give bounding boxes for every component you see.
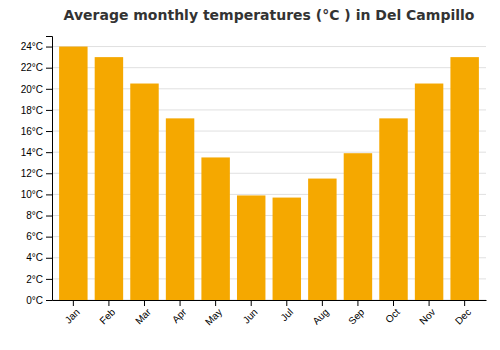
- y-axis: 0°C 2°C 4°C 6°C 8°C 10°C 12°C 14°C 16°C 18°C 20°C 2…: [21, 37, 53, 306]
- y-tick-mark: [46, 152, 52, 153]
- x-tick-mark: [464, 300, 465, 306]
- x-tick: May: [203, 300, 224, 328]
- x-tick: Oct: [383, 300, 402, 325]
- bar: [415, 84, 443, 300]
- y-tick-label: 20°C: [21, 84, 43, 95]
- bar: [379, 118, 407, 300]
- y-tick-label: 8°C: [26, 210, 43, 221]
- y-tick: 22°C: [21, 62, 52, 73]
- x-tick: Apr: [170, 300, 189, 325]
- x-tick-mark: [286, 300, 287, 306]
- x-tick: Nov: [417, 300, 437, 327]
- x-tick-mark: [108, 300, 109, 306]
- y-tick-label: 12°C: [21, 168, 43, 179]
- bar: [59, 47, 87, 300]
- x-tick: Mar: [133, 300, 153, 326]
- x-axis: Jan Feb Mar Apr May Jun Jul Aug Sep Oct Nov Dec: [53, 300, 487, 328]
- y-tick: 2°C: [26, 274, 52, 285]
- x-tick-label: Aug: [310, 306, 330, 326]
- y-tick-mark: [46, 131, 52, 132]
- x-axis-line: [53, 300, 487, 301]
- y-tick-label: 6°C: [26, 231, 43, 242]
- y-tick: 18°C: [21, 105, 52, 116]
- x-tick-label: Sep: [346, 306, 367, 327]
- y-tick-mark: [46, 47, 52, 48]
- y-tick-mark: [46, 89, 52, 90]
- y-tick-label: 2°C: [26, 274, 43, 285]
- title: Average monthly temperatures (°C ) in De…: [64, 7, 475, 23]
- plot: 0°C 2°C 4°C 6°C 8°C 10°C 12°C 14°C 16°C 18°C 20°C 2…: [21, 37, 487, 328]
- y-tick: 16°C: [21, 126, 52, 137]
- y-tick-mark: [46, 110, 52, 111]
- x-tick-label: Mar: [133, 306, 153, 326]
- y-tick: 14°C: [21, 147, 52, 158]
- bar: [344, 153, 372, 300]
- x-tick: Sep: [346, 300, 367, 327]
- bar: [130, 84, 158, 300]
- y-tick-label: 0°C: [26, 295, 43, 306]
- x-tick: Jun: [241, 300, 260, 326]
- y-tick-label: 18°C: [21, 105, 43, 116]
- x-tick-mark: [215, 300, 216, 306]
- x-tick-mark: [73, 300, 74, 306]
- bar: [237, 195, 265, 300]
- x-tick: Dec: [453, 300, 473, 327]
- x-tick-label: Feb: [97, 306, 117, 326]
- bar: [273, 198, 301, 300]
- y-tick-label: 22°C: [21, 62, 43, 73]
- x-tick-mark: [393, 300, 394, 306]
- x-tick-label: Jan: [63, 306, 82, 325]
- x-tick-label: Nov: [417, 306, 437, 326]
- x-tick-label: Oct: [383, 306, 402, 325]
- y-tick: 4°C: [26, 252, 52, 263]
- bar: [308, 179, 336, 300]
- x-tick-mark: [144, 300, 145, 306]
- x-tick: Feb: [97, 300, 117, 326]
- x-tick-label: May: [203, 306, 224, 327]
- x-tick: Jan: [63, 300, 82, 326]
- x-tick-mark: [322, 300, 323, 306]
- y-tick-label: 10°C: [21, 189, 43, 200]
- y-tick-mark: [46, 300, 52, 301]
- bars: [59, 47, 479, 300]
- y-tick: 20°C: [21, 84, 52, 95]
- x-tick-label: Apr: [170, 306, 189, 325]
- chart: 0°C 2°C 4°C 6°C 8°C 10°C 12°C 14°C 16°C 18°C 20°C 2…: [0, 0, 500, 350]
- x-tick: Jul: [278, 300, 295, 323]
- x-tick-mark: [251, 300, 252, 306]
- x-tick-mark: [429, 300, 430, 306]
- y-tick-mark: [46, 258, 52, 259]
- bar: [201, 157, 229, 300]
- x-tick-label: Dec: [453, 306, 473, 326]
- x-tick: Aug: [310, 300, 330, 327]
- grid: [52, 47, 486, 300]
- y-tick-label: 4°C: [26, 252, 43, 263]
- x-tick-label: Jul: [278, 306, 295, 323]
- x-tick-mark: [357, 300, 358, 306]
- y-tick-mark: [46, 173, 52, 174]
- y-tick-mark: [46, 68, 52, 69]
- y-tick-mark: [46, 194, 52, 195]
- bar: [95, 57, 123, 300]
- y-tick-mark: [46, 279, 52, 280]
- x-tick-label: Jun: [241, 306, 260, 325]
- grid-line: [52, 46, 486, 47]
- bar: [450, 57, 478, 300]
- y-tick-mark: [46, 237, 52, 238]
- y-tick: 10°C: [21, 189, 52, 200]
- y-tick-label: 14°C: [21, 147, 43, 158]
- y-tick: 24°C: [21, 41, 52, 52]
- y-tick: 6°C: [26, 231, 52, 242]
- y-tick: 0°C: [26, 295, 52, 306]
- x-tick-mark: [180, 300, 181, 306]
- y-tick: 12°C: [21, 168, 52, 179]
- y-axis-line: [46, 37, 53, 301]
- y-tick: 8°C: [26, 210, 52, 221]
- y-tick-label: 16°C: [21, 126, 43, 137]
- y-tick-mark: [46, 216, 52, 217]
- bar: [166, 118, 194, 300]
- y-tick-label: 24°C: [21, 41, 43, 52]
